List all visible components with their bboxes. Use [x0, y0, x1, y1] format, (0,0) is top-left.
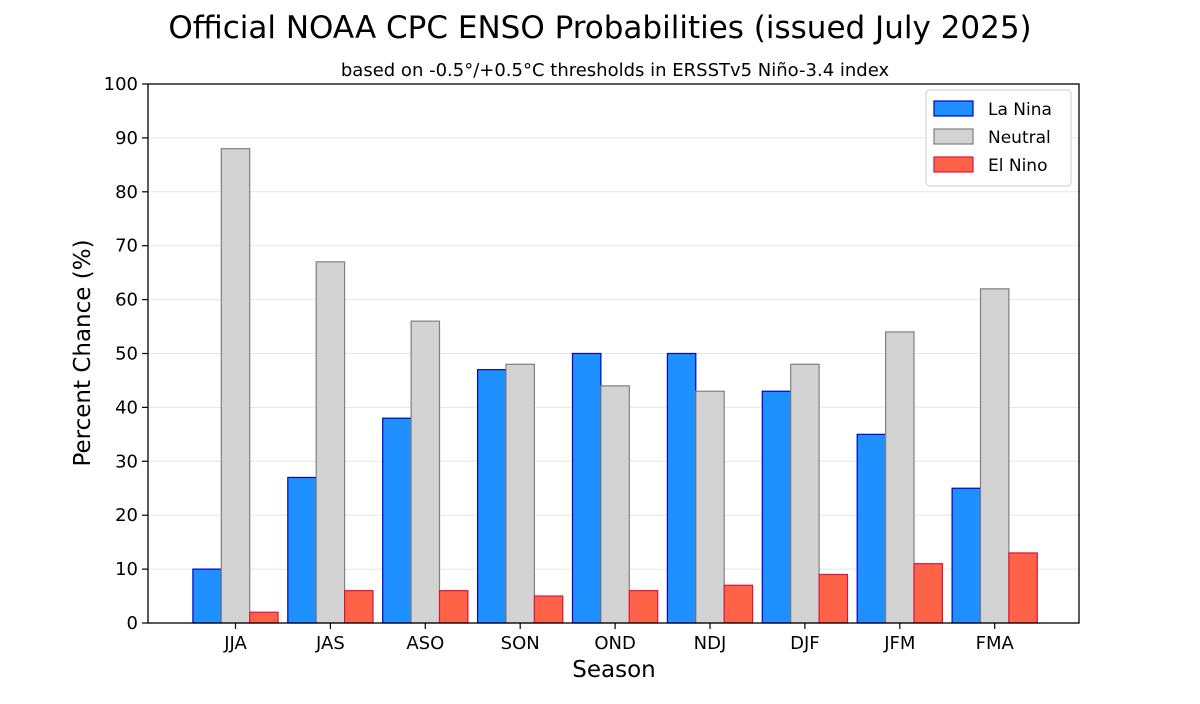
bar-neutral-fma	[979, 288, 1010, 624]
legend-swatch-la-nina	[933, 100, 974, 117]
x-axis-label: Season	[572, 657, 655, 683]
y-tick-label: 100	[104, 74, 138, 95]
bar-neutral-aso	[410, 320, 441, 624]
bar-neutral-ndj	[695, 390, 725, 624]
y-tick-label: 40	[115, 397, 138, 418]
legend-label: Neutral	[988, 128, 1051, 148]
y-axis-ticks: 0 10 20 30 40 50 60 70 80 90 100	[104, 74, 148, 634]
legend: La Nina Neutral El Nino	[925, 89, 1072, 187]
x-tick-label: FMA	[976, 633, 1015, 654]
bar-neutral-son	[505, 363, 535, 624]
bar-el-nino-djf	[818, 573, 849, 624]
x-tick-label: DJF	[790, 633, 820, 654]
bar-la-nina-djf	[761, 390, 792, 624]
bar-la-nina-jfm	[856, 433, 887, 624]
legend-label: La Nina	[988, 100, 1052, 120]
y-tick-label: 30	[115, 451, 138, 472]
bar-la-nina-fma	[951, 487, 982, 624]
y-tick-label: 20	[115, 505, 138, 526]
chart-subtitle: based on -0.5°/+0.5°C thresholds in ERSS…	[341, 60, 890, 81]
x-tick-label: OND	[594, 633, 636, 654]
legend-label: El Nino	[988, 156, 1047, 176]
x-tick-label: JAS	[315, 633, 345, 654]
bar-la-nina-jas	[287, 476, 317, 624]
bar-el-nino-jfm	[913, 563, 943, 624]
bar-neutral-ond	[600, 385, 630, 624]
legend-items: La Nina Neutral El Nino	[933, 100, 1052, 176]
legend-swatch-el-nino	[933, 156, 974, 173]
bar-el-nino-son	[533, 595, 564, 624]
bar-neutral-jja	[220, 148, 251, 624]
y-tick-label: 80	[115, 182, 138, 203]
chart-title: Official NOAA CPC ENSO Probabilities (is…	[168, 10, 1031, 46]
bar-neutral-jas	[315, 261, 346, 624]
bar-neutral-djf	[790, 363, 820, 624]
bar-el-nino-jas	[344, 590, 374, 624]
bar-el-nino-fma	[1008, 552, 1038, 624]
y-tick-label: 50	[115, 344, 138, 365]
bar-la-nina-ond	[571, 352, 602, 624]
x-tick-label: SON	[501, 633, 540, 654]
bar-la-nina-ndj	[666, 352, 697, 624]
bar-el-nino-ndj	[723, 584, 754, 624]
x-tick-label: JFM	[883, 633, 915, 654]
bar-el-nino-jja	[249, 611, 279, 624]
y-tick-label: 60	[115, 290, 138, 311]
y-tick-label: 90	[115, 128, 138, 149]
y-axis-label: Percent Chance (%)	[70, 239, 96, 466]
bar-neutral-jfm	[884, 331, 915, 624]
bars	[192, 148, 1038, 624]
x-tick-label: JJA	[223, 633, 247, 654]
bar-la-nina-son	[477, 369, 507, 624]
bar-el-nino-aso	[438, 590, 469, 624]
bar-la-nina-jja	[192, 568, 222, 624]
y-tick-label: 10	[115, 559, 138, 580]
bar-el-nino-ond	[628, 590, 659, 624]
x-tick-label: ASO	[406, 633, 444, 654]
legend-swatch-neutral	[933, 128, 974, 145]
y-tick-label: 70	[115, 236, 138, 257]
x-tick-label: NDJ	[694, 633, 727, 654]
bar-la-nina-aso	[382, 417, 412, 624]
y-tick-label: 0	[127, 613, 138, 634]
x-axis-ticks: JJA JAS ASO SON OND NDJ DJF JFM FMA	[223, 623, 1014, 654]
